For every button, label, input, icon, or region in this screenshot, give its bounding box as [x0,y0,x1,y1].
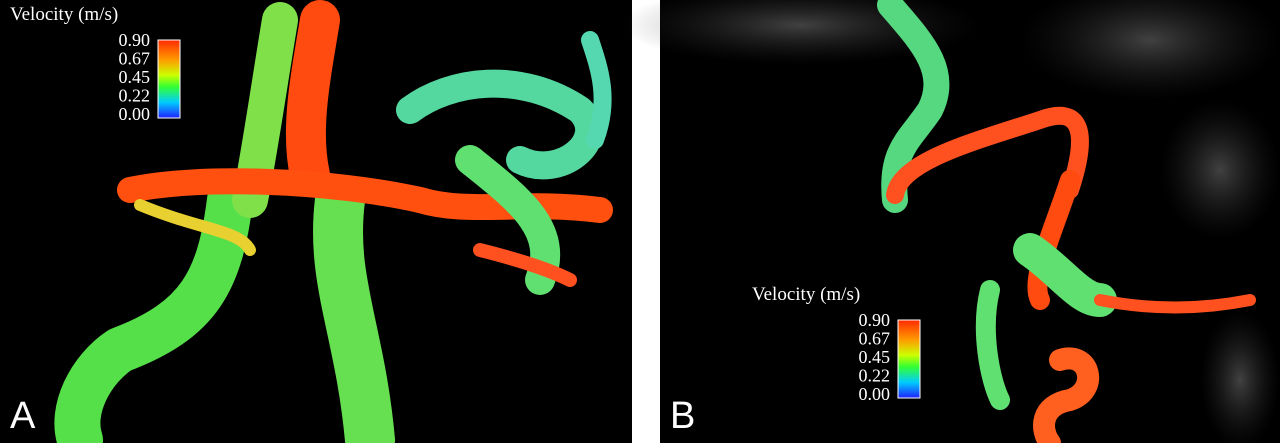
colorbar [157,39,181,119]
panel-a-vessels [54,0,613,443]
colorbar-tick-label: 0.67 [119,49,151,69]
colorbar-tick-label: 0.90 [859,310,891,330]
colorbar-tick-label: 0.22 [859,366,891,386]
panel-label: A [10,395,36,437]
colorbar-ticks: 0.900.670.450.220.00 [859,310,891,404]
colorbar-title: Velocity (m/s) [752,284,860,305]
colorbar-tick-label: 0.45 [859,347,891,367]
colorbar-title: Velocity (m/s) [10,4,118,25]
colorbar-tick-label: 0.67 [859,329,891,349]
colorbar-ticks: 0.900.670.450.220.00 [119,30,151,124]
colorbar-tick-label: 0.00 [859,384,891,404]
colorbar [897,319,921,399]
colorbar-tick-label: 0.00 [119,104,151,124]
colorbar-tick-label: 0.45 [119,67,151,87]
colorbar-tick-label: 0.22 [119,86,151,106]
colorbar-tick-label: 0.90 [119,30,151,50]
panel-label: B [670,395,695,437]
panel-b-vessels [877,0,1256,443]
panel-b-background [620,0,1280,443]
